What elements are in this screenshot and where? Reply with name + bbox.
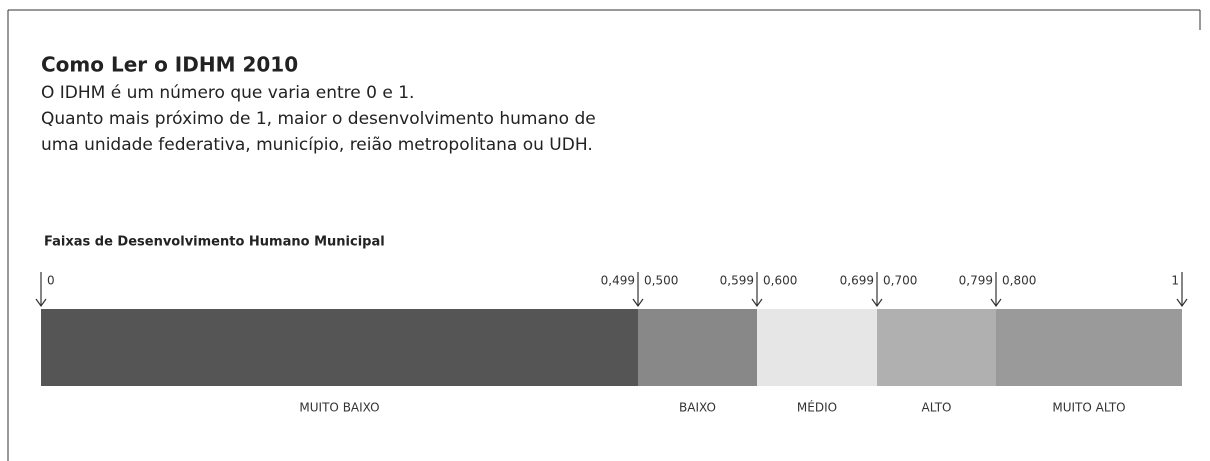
band-label: MÉDIO bbox=[797, 400, 837, 415]
band bbox=[638, 309, 757, 386]
description-line: Quanto mais próximo de 1, maior o desenv… bbox=[41, 109, 596, 129]
band-label: BAIXO bbox=[679, 401, 716, 415]
arrow-head bbox=[751, 298, 763, 308]
arrow-head bbox=[1176, 298, 1188, 308]
scale: MUITO BAIXO 0 0,499 BAIXO 0,500 0,599 MÉDIO 0,6… bbox=[35, 272, 1188, 415]
title: Como Ler o IDHM 2010 bbox=[41, 53, 298, 77]
scale-title: Faixas de Desenvolvimento Humano Municip… bbox=[44, 235, 385, 250]
band-min: 0,500 bbox=[644, 274, 678, 288]
arrow-head bbox=[35, 298, 47, 308]
arrow-head bbox=[632, 298, 644, 308]
arrow-head bbox=[871, 298, 883, 308]
band-label: MUITO BAIXO bbox=[299, 401, 379, 415]
description-line: uma unidade federativa, município, reião… bbox=[41, 135, 593, 155]
band-min: 0,600 bbox=[763, 274, 797, 288]
band bbox=[877, 309, 996, 386]
band-max: 0,499 bbox=[601, 274, 635, 288]
band-min: 0,700 bbox=[883, 274, 917, 288]
band-label: MUITO ALTO bbox=[1052, 401, 1125, 415]
band-max: 0,799 bbox=[959, 274, 993, 288]
band bbox=[996, 309, 1182, 386]
band-label: ALTO bbox=[921, 401, 951, 415]
band-max: 0,599 bbox=[720, 274, 754, 288]
band-min: 0 bbox=[47, 274, 55, 288]
band bbox=[41, 309, 638, 386]
band-min: 0,800 bbox=[1002, 274, 1036, 288]
description-line: O IDHM é um número que varia entre 0 e 1… bbox=[41, 83, 414, 103]
arrow-head bbox=[990, 298, 1002, 308]
band bbox=[757, 309, 877, 386]
band-max: 0,699 bbox=[840, 274, 874, 288]
band-max: 1 bbox=[1171, 274, 1179, 288]
